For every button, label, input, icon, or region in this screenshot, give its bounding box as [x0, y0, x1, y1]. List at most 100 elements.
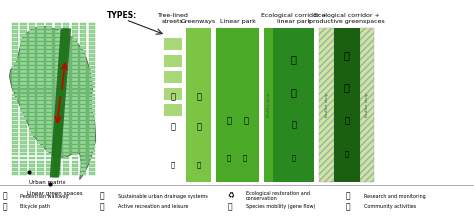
- Bar: [29, 78, 35, 81]
- Bar: [37, 38, 44, 41]
- Bar: [55, 70, 61, 73]
- Text: 🚶: 🚶: [227, 116, 231, 125]
- Bar: [80, 34, 86, 37]
- Bar: [72, 86, 78, 88]
- Bar: [46, 46, 52, 49]
- Bar: [29, 125, 35, 128]
- Bar: [46, 105, 52, 108]
- Bar: [63, 161, 69, 163]
- Bar: [20, 133, 27, 136]
- Text: ⛰: ⛰: [291, 120, 296, 129]
- Bar: [55, 101, 61, 104]
- Bar: [46, 153, 52, 155]
- Bar: [63, 30, 69, 33]
- Bar: [46, 70, 52, 73]
- Bar: [20, 125, 27, 128]
- Bar: [63, 141, 69, 144]
- Bar: [12, 94, 18, 96]
- Bar: [12, 90, 18, 92]
- Bar: [80, 168, 86, 171]
- Bar: [46, 42, 52, 45]
- Bar: [37, 66, 44, 69]
- Bar: [46, 141, 52, 144]
- Bar: [20, 50, 27, 53]
- Text: Buffer strip: Buffer strip: [325, 93, 328, 117]
- Bar: [46, 30, 52, 33]
- Bar: [37, 105, 44, 108]
- Text: Research and monitoring: Research and monitoring: [364, 194, 426, 198]
- Bar: [89, 145, 95, 148]
- Bar: [37, 157, 44, 159]
- Bar: [37, 168, 44, 171]
- Bar: [46, 113, 52, 116]
- Bar: [89, 141, 95, 144]
- Bar: [20, 141, 27, 144]
- Bar: [80, 38, 86, 41]
- Bar: [29, 66, 35, 69]
- Bar: [72, 125, 78, 128]
- Bar: [80, 97, 86, 100]
- Bar: [29, 38, 35, 41]
- Bar: [80, 54, 86, 57]
- Bar: [55, 23, 61, 25]
- Bar: [63, 74, 69, 77]
- Polygon shape: [9, 26, 96, 180]
- Text: 🚶: 🚶: [171, 92, 175, 101]
- Bar: [72, 121, 78, 124]
- Text: Ecological restoration and
conservation: Ecological restoration and conservation: [246, 191, 310, 201]
- Bar: [360, 28, 374, 182]
- Bar: [46, 74, 52, 77]
- Bar: [55, 164, 61, 167]
- Bar: [55, 137, 61, 140]
- Bar: [55, 90, 61, 92]
- Text: Tree-lined
streets: Tree-lined streets: [157, 13, 189, 24]
- Bar: [37, 149, 44, 152]
- Bar: [72, 157, 78, 159]
- Bar: [20, 74, 27, 77]
- Bar: [29, 141, 35, 144]
- Bar: [55, 50, 61, 53]
- Bar: [29, 101, 35, 104]
- Bar: [63, 145, 69, 148]
- Bar: [80, 121, 86, 124]
- Text: 🌱: 🌱: [344, 50, 350, 60]
- Text: Ecological corridor +
linear park: Ecological corridor + linear park: [261, 13, 327, 24]
- Bar: [20, 94, 27, 96]
- Text: 🌿: 🌿: [344, 83, 350, 93]
- Bar: [20, 23, 27, 25]
- Bar: [55, 121, 61, 124]
- Bar: [12, 97, 18, 100]
- Bar: [20, 38, 27, 41]
- Bar: [20, 113, 27, 116]
- Bar: [46, 164, 52, 167]
- Text: 👥: 👥: [346, 202, 351, 212]
- Text: 🔬: 🔬: [346, 191, 351, 201]
- Bar: [20, 78, 27, 81]
- Bar: [20, 70, 27, 73]
- Bar: [72, 74, 78, 77]
- Bar: [12, 149, 18, 152]
- Bar: [89, 105, 95, 108]
- Bar: [46, 90, 52, 92]
- Bar: [80, 141, 86, 144]
- Bar: [29, 26, 35, 29]
- Bar: [55, 34, 61, 37]
- Bar: [72, 172, 78, 175]
- Bar: [89, 70, 95, 73]
- Text: 🌿: 🌿: [227, 154, 231, 161]
- Bar: [80, 137, 86, 140]
- Bar: [20, 90, 27, 92]
- Bar: [37, 164, 44, 167]
- Bar: [29, 109, 35, 112]
- Bar: [89, 42, 95, 45]
- Bar: [63, 117, 69, 120]
- Bar: [55, 94, 61, 96]
- Bar: [46, 101, 52, 104]
- Bar: [89, 66, 95, 69]
- Text: 🚶: 🚶: [2, 191, 7, 201]
- Polygon shape: [52, 28, 69, 177]
- Bar: [37, 121, 44, 124]
- Bar: [89, 125, 95, 128]
- Bar: [12, 74, 18, 77]
- Text: 🚲: 🚲: [2, 202, 7, 212]
